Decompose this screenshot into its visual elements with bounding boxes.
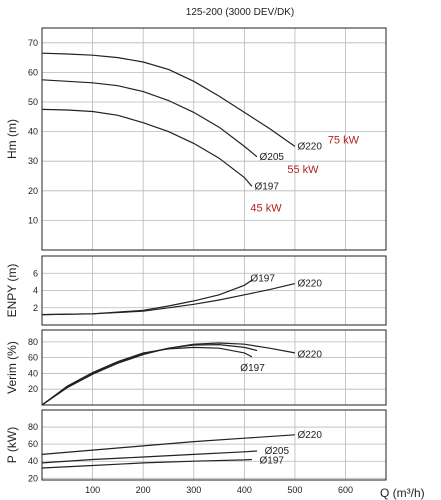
verim-ytick-label-2: 60 bbox=[28, 353, 38, 363]
power-frame bbox=[41, 409, 387, 481]
hm-annotation-5: 45 kW bbox=[250, 203, 282, 215]
power-ytick-label-3: 80 bbox=[28, 422, 38, 432]
power-series-1 bbox=[41, 450, 258, 464]
power-series-0 bbox=[41, 434, 295, 455]
power-ytick-label-0: 20 bbox=[28, 473, 38, 483]
hm-ytick-label-3: 40 bbox=[28, 127, 38, 137]
enpy-ytick-label-1: 4 bbox=[33, 286, 38, 296]
x-axis-label: Q (m³/h) bbox=[380, 486, 425, 500]
xtick-label-3: 400 bbox=[237, 485, 252, 495]
chart-title: 125-200 (3000 DEV/DK) bbox=[186, 7, 294, 18]
enpy-annotation-1: Ø220 bbox=[297, 279, 322, 290]
enpy-series-1 bbox=[41, 279, 253, 316]
verim-series-2 bbox=[41, 346, 253, 406]
panel-verim: 20 40 60 80 Verim (%) Ø220 Ø197 bbox=[5, 329, 387, 406]
power-series-2 bbox=[41, 458, 252, 469]
hm-annotation-0: Ø220 bbox=[297, 141, 322, 152]
power-ytick-label-1: 40 bbox=[28, 456, 38, 466]
hm-annotation-1: Ø205 bbox=[260, 152, 285, 163]
enpy-series-0 bbox=[41, 283, 296, 316]
verim-series-1 bbox=[41, 343, 258, 406]
enpy-frame bbox=[41, 255, 387, 326]
power-ytick-label-2: 60 bbox=[28, 439, 38, 449]
xtick-label-0: 100 bbox=[85, 485, 100, 495]
verim-ytick-label-0: 20 bbox=[28, 384, 38, 394]
xtick-label-5: 600 bbox=[338, 485, 353, 495]
verim-y-axis-label: Verim (%) bbox=[5, 341, 19, 394]
enpy-annotation-0: Ø197 bbox=[250, 273, 275, 284]
verim-ytick-label-1: 40 bbox=[28, 368, 38, 378]
xtick-label-1: 200 bbox=[136, 485, 151, 495]
power-annotation-1: Ø205 bbox=[265, 446, 290, 457]
hm-y-axis-label: Hm (m) bbox=[5, 119, 19, 159]
hm-ytick-label-5: 60 bbox=[28, 67, 38, 77]
power-y-axis-label: P (kW) bbox=[5, 427, 19, 463]
hm-ytick-label-1: 20 bbox=[28, 186, 38, 196]
hm-series-2 bbox=[41, 108, 253, 187]
hm-annotation-4: 55 kW bbox=[287, 164, 319, 176]
verim-annotation-1: Ø197 bbox=[240, 363, 265, 374]
enpy-ytick-label-0: 2 bbox=[33, 303, 38, 313]
hm-ytick-label-2: 30 bbox=[28, 156, 38, 166]
hm-series-0 bbox=[41, 52, 296, 147]
hm-annotation-2: Ø197 bbox=[254, 181, 279, 192]
panel-enpy: 2 4 6 ENPY (m) Ø197 Ø220 bbox=[5, 255, 387, 326]
power-annotation-0: Ø220 bbox=[297, 430, 322, 441]
hm-ytick-label-6: 70 bbox=[28, 38, 38, 48]
xtick-label-2: 300 bbox=[186, 485, 201, 495]
verim-series-0 bbox=[41, 342, 296, 406]
verim-ytick-label-3: 80 bbox=[28, 337, 38, 347]
power-annotation-2: Ø197 bbox=[260, 455, 285, 466]
verim-annotation-0: Ø220 bbox=[297, 349, 322, 360]
hm-ytick-label-4: 50 bbox=[28, 97, 38, 107]
enpy-y-axis-label: ENPY (m) bbox=[5, 264, 19, 318]
panel-hm: 10 20 30 40 50 60 70 Hm (m) Ø220 Ø205 Ø197 75 kW 55 … bbox=[5, 27, 387, 251]
enpy-ytick-label-2: 6 bbox=[33, 268, 38, 278]
verim-frame bbox=[41, 329, 387, 406]
hm-series-1 bbox=[41, 79, 258, 158]
xtick-label-4: 500 bbox=[287, 485, 302, 495]
hm-ytick-label-0: 10 bbox=[28, 215, 38, 225]
hm-annotation-3: 75 kW bbox=[328, 134, 360, 146]
hm-frame bbox=[41, 27, 387, 251]
